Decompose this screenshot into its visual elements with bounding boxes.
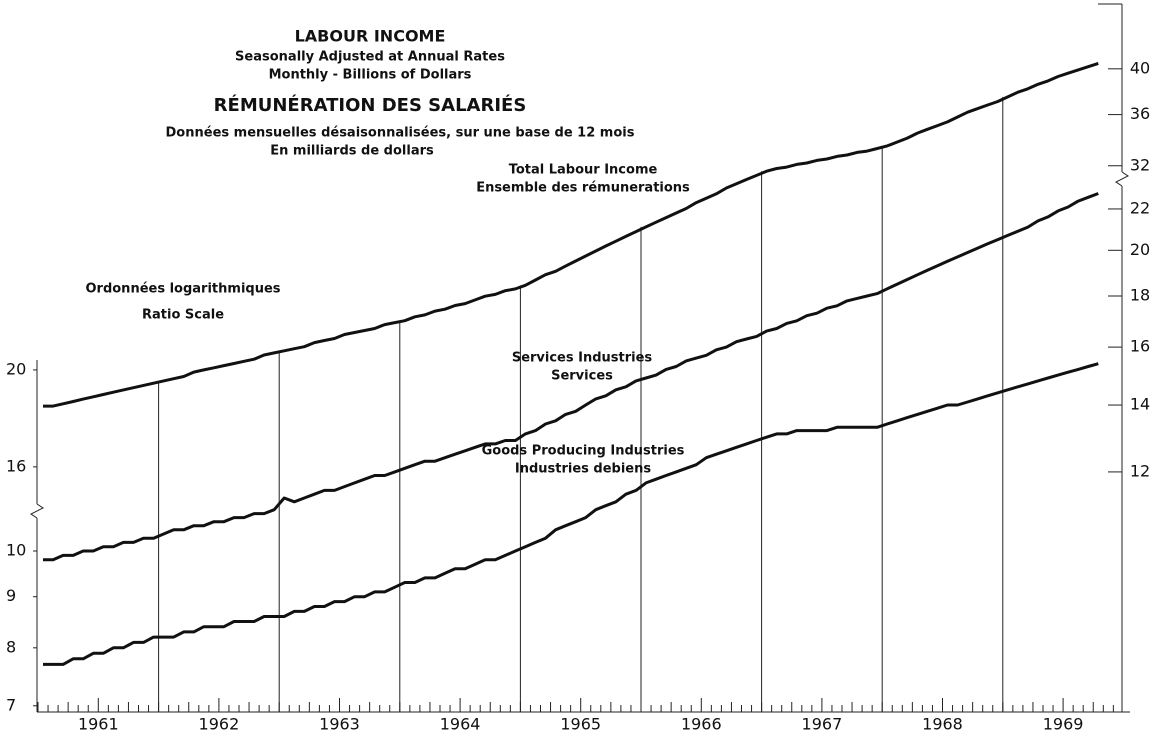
y2-tick-label: 32 [1130,155,1150,174]
x-tick-label: 1963 [319,715,360,734]
y2-tick-label: 36 [1130,104,1150,123]
y2-tick-label: 20 [1130,240,1150,259]
y-tick-label: 16 [6,456,26,475]
x-tick-label: 1967 [802,715,843,734]
subtitle-fr: Données mensuelles désaisonnalisées, sur… [166,126,635,141]
y-tick-label: 20 [6,359,26,378]
chart-title: LABOUR INCOME [295,27,446,46]
y-tick-label: 10 [6,541,26,560]
y2-tick-label: 16 [1130,337,1150,356]
series-label: Total Labour Income [509,163,658,178]
y-tick-label: 8 [6,637,16,656]
x-tick-label: 1964 [440,715,481,734]
y2-tick-label: 22 [1130,198,1150,217]
y-tick-label: 7 [6,695,16,714]
subtitle: Monthly - Billions of Dollars [269,68,472,83]
y2-tick-label: 12 [1130,461,1150,480]
y2-tick-label: 40 [1130,58,1150,77]
series-label: Services [551,369,613,384]
x-tick-label: 1968 [922,715,963,734]
series-line [43,192,1099,562]
x-tick-label: 1962 [199,715,240,734]
series-line [43,61,1099,408]
series-label: Ensemble des rémunerations [476,181,690,196]
subtitle-fr: En milliards de dollars [270,144,434,159]
series-label: Services Industries [512,351,653,366]
x-tick-label: 1966 [681,715,722,734]
scale-note: Ratio Scale [142,308,224,323]
y2-tick-label: 14 [1130,395,1150,414]
x-tick-label: 1969 [1043,715,1084,734]
scale-note: Ordonnées logarithmiques [85,282,280,297]
y2-tick-label: 18 [1130,286,1150,305]
series-line [43,362,1099,666]
subtitle: Seasonally Adjusted at Annual Rates [235,50,505,65]
axis-break [1115,171,1129,187]
x-tick-label: 1961 [78,715,119,734]
x-tick-label: 1965 [560,715,601,734]
chart-title-fr: RÉMUNÉRATION DES SALARIÉS [214,94,527,116]
axis-break [30,503,44,519]
series-label: Goods Producing Industries [482,444,685,459]
y-tick-label: 9 [6,586,16,605]
series-label: Industries debiens [515,462,652,477]
